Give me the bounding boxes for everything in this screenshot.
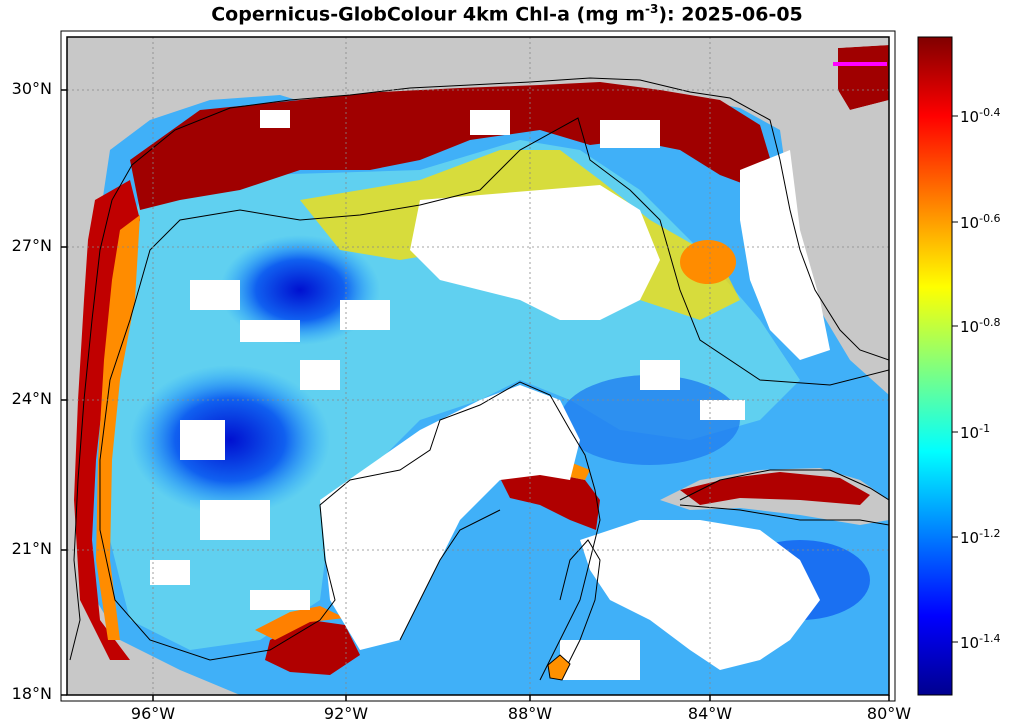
lon-label-80w: 80°W: [866, 704, 912, 723]
no-data-deep-gulf: [320, 385, 580, 650]
map-title: Copernicus-GlobColour 4km Chl-a (mg m-3)…: [211, 2, 803, 26]
lon-label-92w: 92°W: [323, 704, 369, 723]
colorbar-label: 10-0.8: [960, 316, 1001, 336]
colorbar-label: 10-0.6: [960, 212, 1001, 232]
graticule: [67, 37, 889, 695]
coastline: [69, 77, 889, 661]
colorbar-label: 10-1.2: [960, 527, 1001, 547]
eez-boundary: [99, 117, 889, 461]
lat-label-21n: 21°N: [11, 539, 52, 558]
colorbar: [917, 36, 953, 696]
colorbar-label: 10-1: [960, 422, 991, 442]
lon-label-88w: 88°W: [507, 704, 553, 723]
lat-label-30n: 30°N: [11, 79, 52, 98]
lat-label-27n: 27°N: [11, 236, 52, 255]
colorbar-label: 10-1.4: [960, 632, 1001, 652]
lon-label-84w: 84°W: [687, 704, 733, 723]
lat-label-24n: 24°N: [11, 389, 52, 408]
lat-label-18n: 18°N: [11, 684, 52, 703]
colorbar-label: 10-0.4: [960, 106, 1001, 126]
lon-label-96w: 96°W: [130, 704, 176, 723]
